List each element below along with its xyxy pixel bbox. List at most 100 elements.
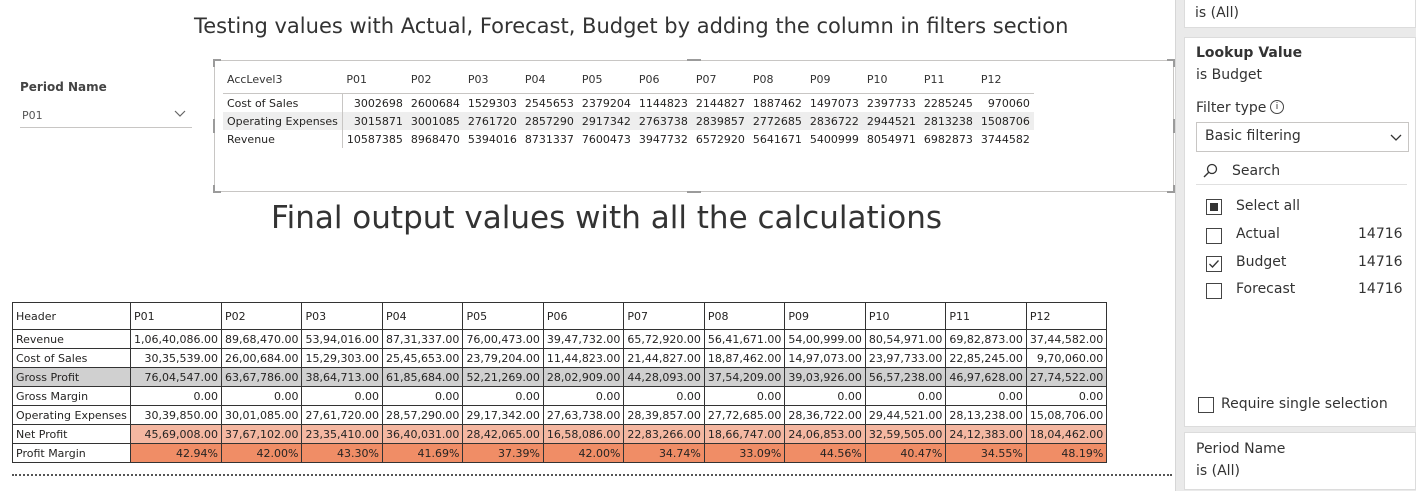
output-cell: 56,41,671.00 [703, 329, 786, 349]
filter-type-select[interactable]: Basic filtering [1196, 122, 1409, 152]
output-header-cell[interactable]: P09 [784, 302, 866, 330]
output-header-cell[interactable]: P11 [945, 302, 1027, 330]
output-header-cell[interactable]: P12 [1025, 302, 1108, 330]
matrix-header-cell[interactable]: AccLevel3 [223, 65, 343, 94]
output-row-label: Revenue [12, 329, 131, 349]
output-cell: 0.00 [542, 386, 625, 406]
resize-handle[interactable] [213, 59, 221, 61]
output-cell: 24,06,853.00 [784, 424, 866, 444]
output-header-cell[interactable]: P10 [864, 302, 947, 330]
output-cell: 0.00 [462, 386, 544, 406]
filter-card-top[interactable]: is (All) [1184, 0, 1416, 28]
resize-handle[interactable] [213, 191, 221, 193]
select-all-checkbox[interactable] [1206, 199, 1222, 215]
resize-handle[interactable] [1173, 185, 1175, 193]
matrix-cell: 2397733 [866, 96, 916, 110]
matrix-cell: 10587385 [346, 132, 403, 146]
output-header-cell[interactable]: P02 [220, 302, 303, 330]
output-cell: 28,42,065.00 [462, 424, 544, 444]
output-header-cell[interactable]: P05 [462, 302, 544, 330]
matrix-header-cell[interactable]: P12 [976, 65, 1034, 94]
output-cell: 28,36,722.00 [784, 405, 866, 425]
resize-handle[interactable] [213, 185, 215, 193]
output-header-cell[interactable]: P04 [381, 302, 464, 330]
matrix-header-cell[interactable]: P03 [463, 65, 521, 94]
matrix-cell: 3002698 [353, 96, 403, 110]
filter-card-period[interactable]: Period Name is (All) [1184, 432, 1416, 490]
matrix-header-cell[interactable]: P09 [805, 65, 863, 94]
resize-handle[interactable] [687, 191, 701, 193]
output-row-label: Gross Profit [12, 367, 131, 387]
filter-item-count: 14716 [1358, 253, 1403, 270]
output-cell: 33.09% [703, 443, 786, 463]
matrix-cell: 3001085 [406, 112, 464, 130]
output-header-cell[interactable]: P07 [623, 302, 705, 330]
output-cell: 37,54,209.00 [703, 367, 786, 387]
matrix-cell: 5394016 [467, 132, 517, 146]
matrix-header-cell[interactable]: P10 [862, 65, 920, 94]
info-icon[interactable]: i [1270, 100, 1284, 114]
output-header-cell[interactable]: P01 [130, 302, 222, 330]
output-cell: 42.00% [220, 443, 303, 463]
matrix-cell: 8731337 [524, 132, 574, 146]
matrix-visual[interactable]: AccLevel3 P01 P02 P03 P04 P05 P06 P07 P08 P09 P10 P… [213, 59, 1175, 193]
matrix-header-cell[interactable]: P02 [406, 65, 464, 94]
output-cell: 24,12,383.00 [945, 424, 1027, 444]
resize-handle[interactable] [213, 59, 215, 67]
output-header-cell[interactable]: P06 [542, 302, 625, 330]
matrix-row-label: Operating Expenses [223, 112, 343, 130]
resize-handle[interactable] [1173, 119, 1175, 133]
resize-handle[interactable] [1167, 191, 1175, 193]
output-cell: 26,00,684.00 [220, 348, 303, 368]
period-slicer-dropdown[interactable]: P01 [20, 103, 192, 128]
output-cell: 34.55% [945, 443, 1027, 463]
matrix-cell: 6982873 [923, 132, 973, 146]
output-row: Gross Profit 76,04,547.00 63,67,786.00 38,6… [12, 367, 1108, 387]
output-cell: 28,13,238.00 [945, 405, 1027, 425]
matrix-header-cell[interactable]: P07 [691, 65, 749, 94]
output-cell: 52,21,269.00 [462, 367, 544, 387]
filter-card-lookup[interactable]: Lookup Value is Budget Filter type i Bas… [1184, 37, 1416, 427]
require-single-checkbox[interactable] [1198, 397, 1214, 413]
output-cell: 44,28,093.00 [623, 367, 705, 387]
matrix-cell: 5641671 [752, 132, 802, 146]
output-cell: 14,97,073.00 [784, 348, 866, 368]
output-cell: 45,69,008.00 [130, 424, 222, 444]
resize-handle[interactable] [1173, 59, 1175, 67]
filter-item-checkbox[interactable] [1206, 228, 1222, 244]
resize-handle[interactable] [1167, 59, 1175, 61]
matrix-cell: 3015871 [342, 112, 407, 130]
filter-item-label: Actual [1236, 226, 1280, 242]
output-row: Cost of Sales 30,35,539.00 26,00,684.00 15,… [12, 348, 1108, 368]
output-cell: 87,31,337.00 [381, 329, 464, 349]
filter-item-checkbox[interactable] [1206, 255, 1222, 272]
resize-handle[interactable] [687, 59, 701, 61]
output-cell: 9,70,060.00 [1025, 348, 1108, 368]
output-header-cell[interactable]: Header [12, 302, 131, 330]
matrix-header-cell[interactable]: P04 [520, 65, 578, 94]
select-all-label: Select all [1236, 198, 1300, 214]
matrix-row-label: Revenue [223, 130, 343, 148]
matrix-header-cell[interactable]: P08 [748, 65, 806, 94]
output-cell: 27,74,522.00 [1025, 367, 1108, 387]
output-cell: 32,59,505.00 [864, 424, 947, 444]
output-cell: 61,85,684.00 [381, 367, 464, 387]
search-input[interactable]: Search [1196, 158, 1407, 185]
matrix-header-cell[interactable]: P11 [919, 65, 977, 94]
matrix-header-cell[interactable]: P06 [634, 65, 692, 94]
output-cell: 11,44,823.00 [542, 348, 625, 368]
matrix-cell: 2761720 [463, 112, 521, 130]
matrix-cell: 5400999 [809, 132, 859, 146]
output-header-cell[interactable]: P03 [301, 302, 383, 330]
matrix-header-cell[interactable]: P01 [342, 65, 407, 94]
output-cell: 18,87,462.00 [703, 348, 786, 368]
period-slicer-label: Period Name [20, 80, 107, 94]
output-cell: 28,39,857.00 [623, 405, 705, 425]
matrix-header-cell[interactable]: P05 [577, 65, 635, 94]
chevron-down-icon [174, 110, 186, 117]
output-cell: 39,03,926.00 [784, 367, 866, 387]
output-cell: 21,44,827.00 [623, 348, 705, 368]
filter-item-checkbox[interactable] [1206, 283, 1222, 299]
resize-handle[interactable] [213, 119, 215, 133]
output-header-cell[interactable]: P08 [703, 302, 786, 330]
